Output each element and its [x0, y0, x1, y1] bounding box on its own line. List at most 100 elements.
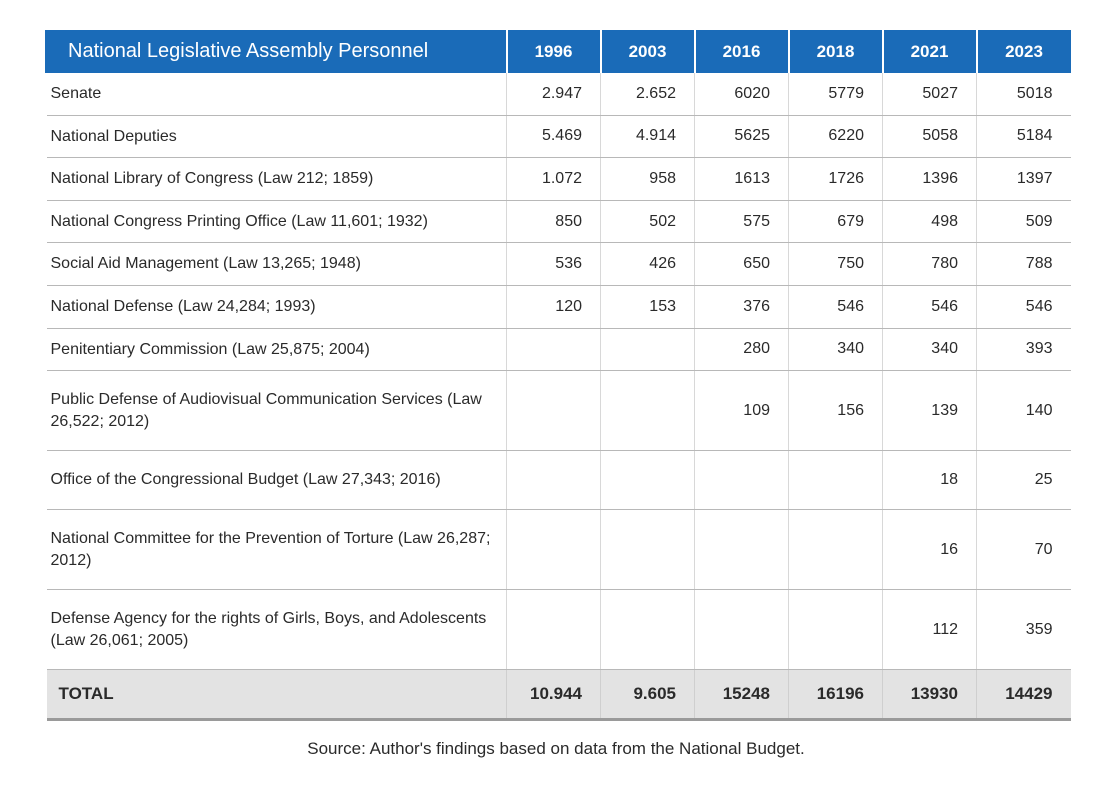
row-label: Penitentiary Commission (Law 25,875; 200… [47, 328, 507, 371]
source-note: Source: Author's findings based on data … [45, 739, 1067, 759]
total-row: TOTAL 10.944 9.605 15248 16196 13930 144… [47, 670, 1071, 720]
data-cell [601, 509, 695, 589]
data-cell: 536 [507, 243, 601, 286]
data-cell: 16 [883, 509, 977, 589]
data-cell: 1396 [883, 158, 977, 201]
table-row: Social Aid Management (Law 13,265; 1948)… [47, 243, 1071, 286]
data-cell: 5058 [883, 115, 977, 158]
data-cell: 679 [789, 200, 883, 243]
data-cell: 5184 [977, 115, 1071, 158]
data-cell: 546 [977, 285, 1071, 328]
data-cell: 4.914 [601, 115, 695, 158]
data-cell [695, 509, 789, 589]
data-cell: 5018 [977, 73, 1071, 115]
personnel-table: National Legislative Assembly Personnel … [45, 30, 1071, 721]
data-cell: 788 [977, 243, 1071, 286]
data-cell [789, 451, 883, 510]
data-cell: 2.652 [601, 73, 695, 115]
data-cell: 393 [977, 328, 1071, 371]
data-cell: 2.947 [507, 73, 601, 115]
total-cell: 16196 [789, 670, 883, 720]
data-cell [507, 328, 601, 371]
row-label: Senate [47, 73, 507, 115]
table-row: Penitentiary Commission (Law 25,875; 200… [47, 328, 1071, 371]
data-cell: 5027 [883, 73, 977, 115]
data-cell: 850 [507, 200, 601, 243]
data-cell [695, 590, 789, 670]
table-row: National Congress Printing Office (Law 1… [47, 200, 1071, 243]
data-cell: 153 [601, 285, 695, 328]
row-label: National Library of Congress (Law 212; 1… [47, 158, 507, 201]
table-row: Office of the Congressional Budget (Law … [47, 451, 1071, 510]
data-cell: 780 [883, 243, 977, 286]
data-cell [601, 371, 695, 451]
data-cell: 18 [883, 451, 977, 510]
table-row: Defense Agency for the rights of Girls, … [47, 590, 1071, 670]
year-header: 1996 [507, 30, 601, 73]
data-cell: 498 [883, 200, 977, 243]
row-label: Office of the Congressional Budget (Law … [47, 451, 507, 510]
year-header: 2018 [789, 30, 883, 73]
table-body: Senate2.9472.6526020577950275018National… [47, 73, 1071, 670]
data-cell: 359 [977, 590, 1071, 670]
table-row: Public Defense of Audiovisual Communicat… [47, 371, 1071, 451]
data-cell: 156 [789, 371, 883, 451]
year-header: 2021 [883, 30, 977, 73]
year-header: 2016 [695, 30, 789, 73]
data-cell [789, 590, 883, 670]
data-cell [507, 590, 601, 670]
data-cell: 376 [695, 285, 789, 328]
data-cell: 6220 [789, 115, 883, 158]
data-cell: 575 [695, 200, 789, 243]
data-cell [601, 590, 695, 670]
row-label: Social Aid Management (Law 13,265; 1948) [47, 243, 507, 286]
data-cell [601, 328, 695, 371]
total-cell: 9.605 [601, 670, 695, 720]
total-cell: 13930 [883, 670, 977, 720]
row-label: National Deputies [47, 115, 507, 158]
data-cell: 5779 [789, 73, 883, 115]
data-cell: 120 [507, 285, 601, 328]
data-cell: 546 [789, 285, 883, 328]
data-cell: 5625 [695, 115, 789, 158]
row-label: National Committee for the Prevention of… [47, 509, 507, 589]
data-cell: 1.072 [507, 158, 601, 201]
data-cell [507, 371, 601, 451]
data-cell [695, 451, 789, 510]
row-label: Public Defense of Audiovisual Communicat… [47, 371, 507, 451]
data-cell [507, 509, 601, 589]
data-cell [601, 451, 695, 510]
data-cell: 502 [601, 200, 695, 243]
total-label: TOTAL [47, 670, 507, 720]
table-row: National Defense (Law 24,284; 1993)12015… [47, 285, 1071, 328]
data-cell: 139 [883, 371, 977, 451]
total-cell: 14429 [977, 670, 1071, 720]
data-cell: 1613 [695, 158, 789, 201]
data-cell: 1726 [789, 158, 883, 201]
data-cell: 750 [789, 243, 883, 286]
data-cell: 140 [977, 371, 1071, 451]
table-row: National Committee for the Prevention of… [47, 509, 1071, 589]
data-cell: 5.469 [507, 115, 601, 158]
data-cell: 70 [977, 509, 1071, 589]
row-label: National Congress Printing Office (Law 1… [47, 200, 507, 243]
data-cell: 25 [977, 451, 1071, 510]
data-cell: 280 [695, 328, 789, 371]
table-title: National Legislative Assembly Personnel [47, 30, 507, 73]
row-label: Defense Agency for the rights of Girls, … [47, 590, 507, 670]
data-cell: 650 [695, 243, 789, 286]
data-cell: 112 [883, 590, 977, 670]
table-row: National Deputies5.4694.9145625622050585… [47, 115, 1071, 158]
data-cell: 546 [883, 285, 977, 328]
data-cell: 109 [695, 371, 789, 451]
data-cell [507, 451, 601, 510]
data-cell: 6020 [695, 73, 789, 115]
year-header: 2003 [601, 30, 695, 73]
total-cell: 15248 [695, 670, 789, 720]
total-cell: 10.944 [507, 670, 601, 720]
data-cell: 1397 [977, 158, 1071, 201]
table-row: National Library of Congress (Law 212; 1… [47, 158, 1071, 201]
data-cell [789, 509, 883, 589]
data-cell: 426 [601, 243, 695, 286]
year-header: 2023 [977, 30, 1071, 73]
